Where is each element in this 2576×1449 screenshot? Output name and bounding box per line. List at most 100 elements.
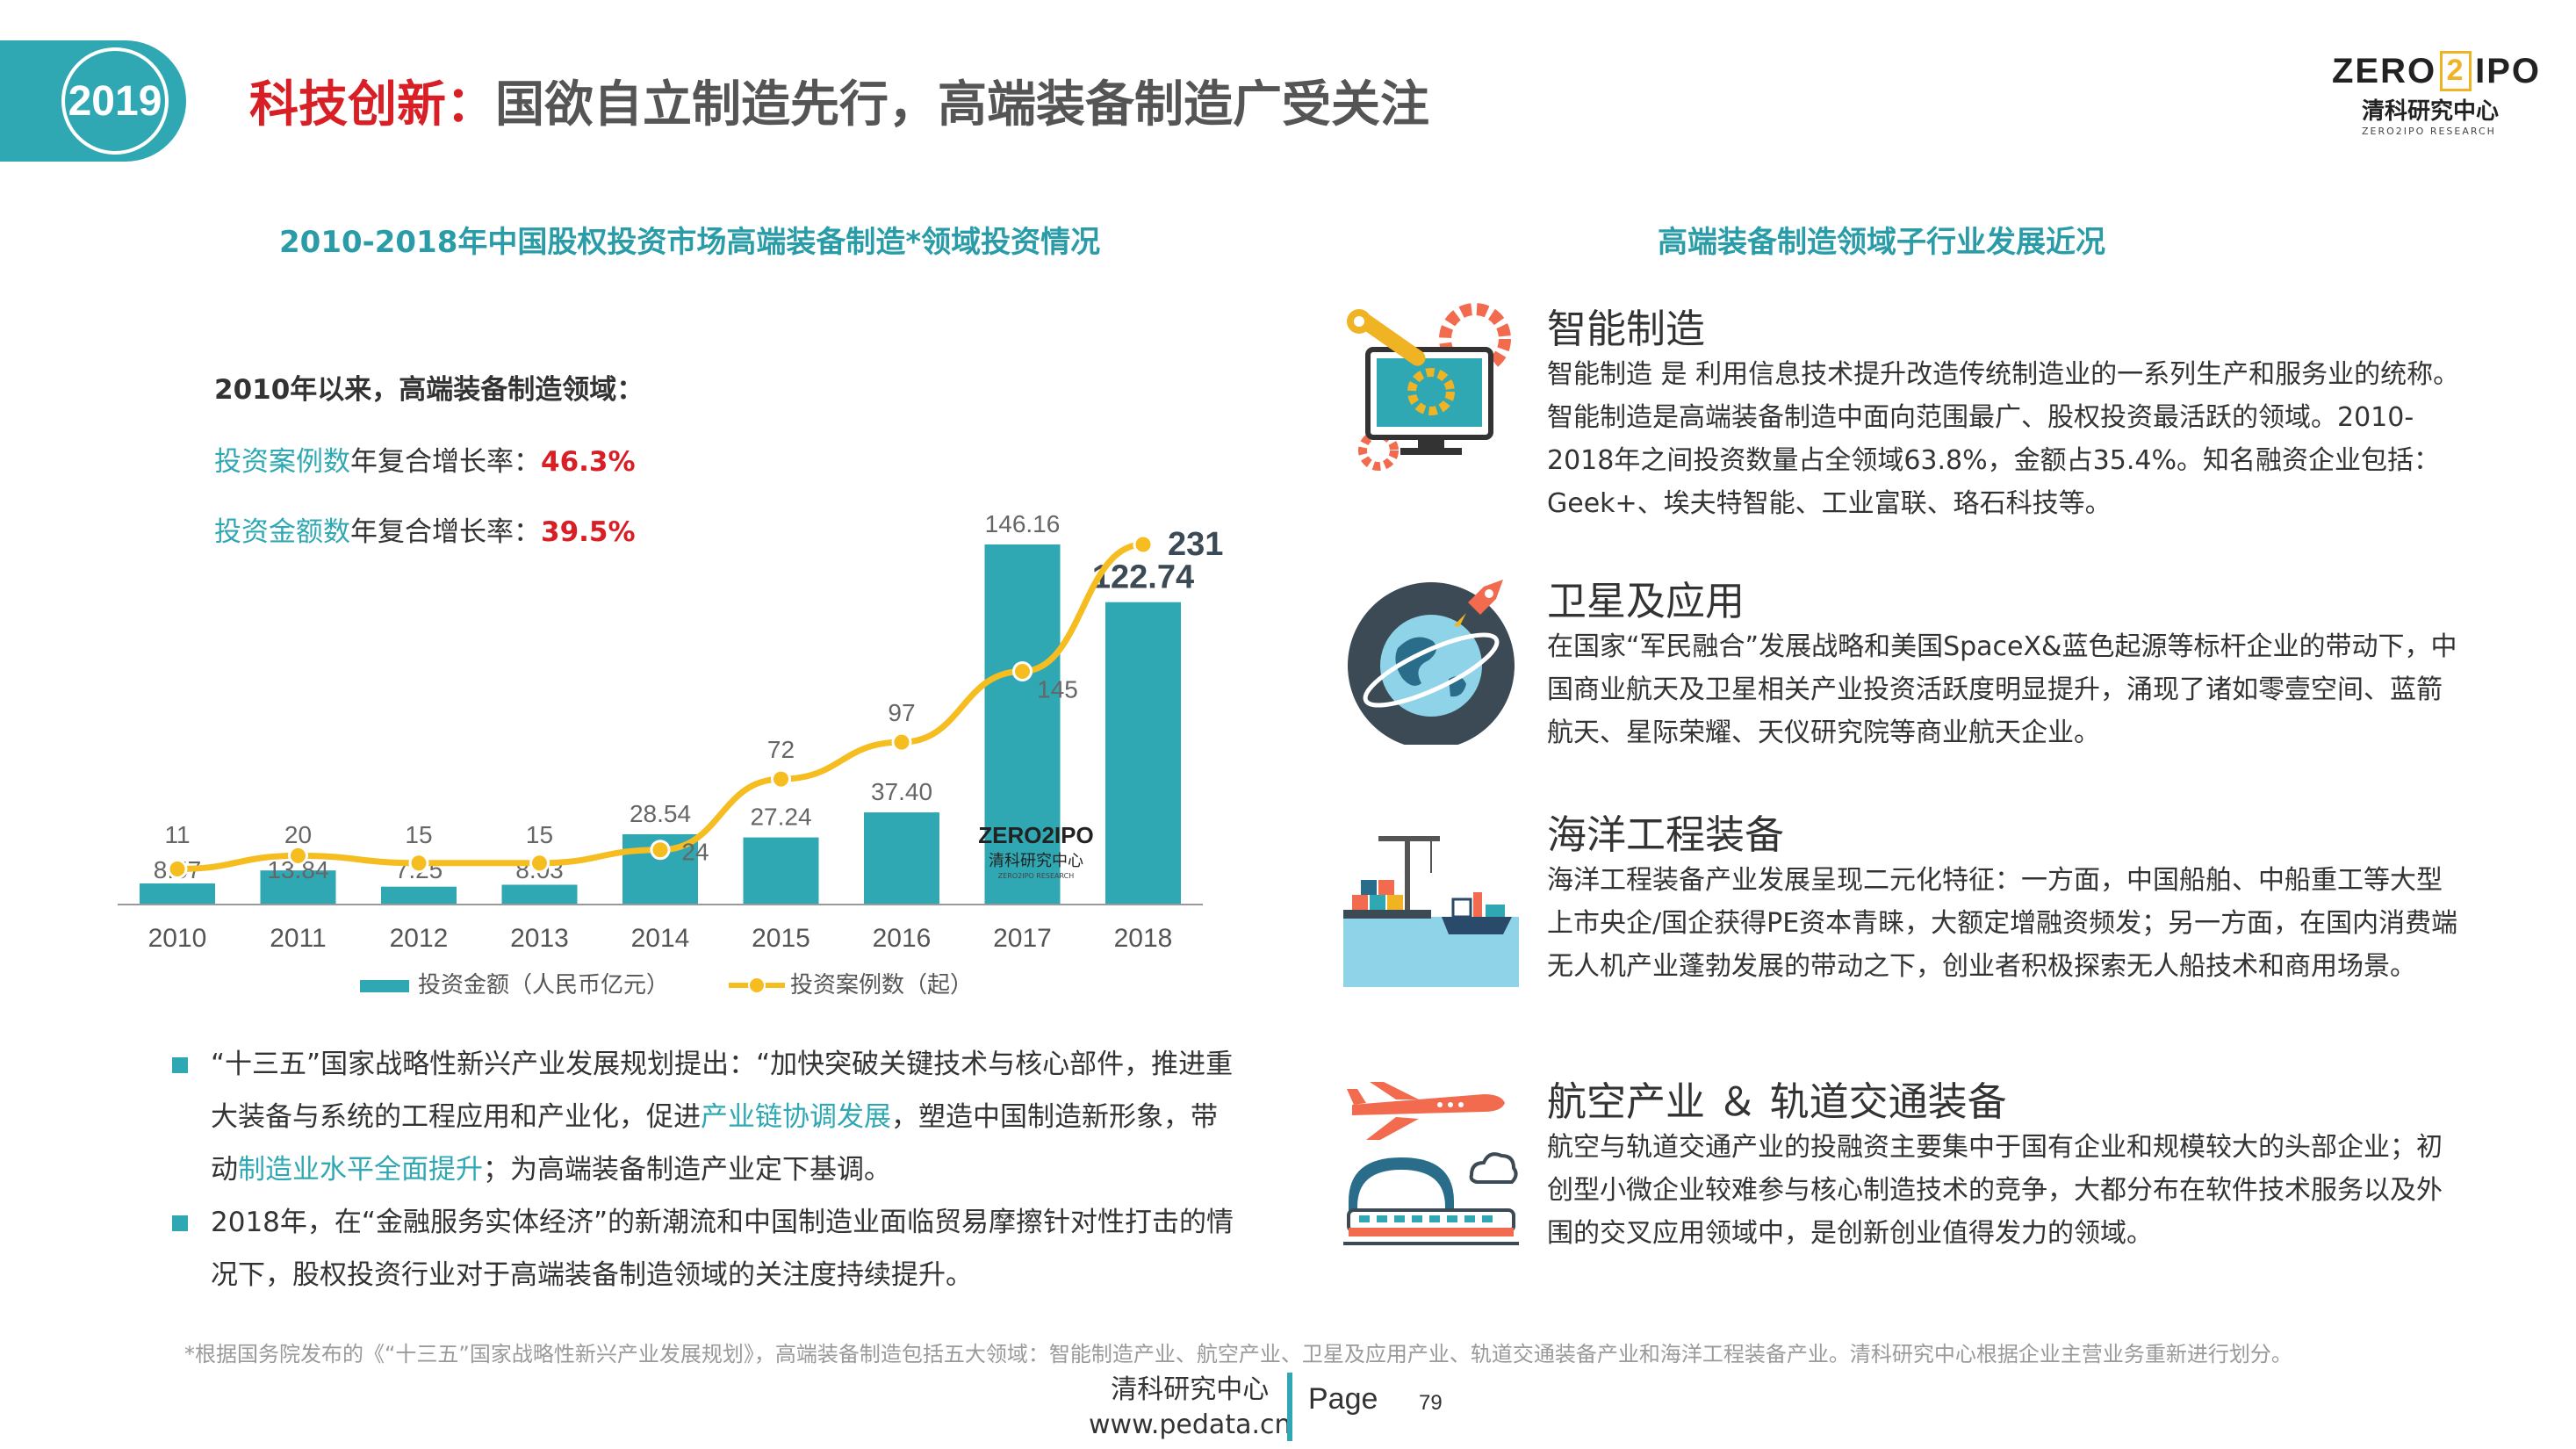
bullet-1-part-b: ，塑造中国制造新形象，带动 xyxy=(211,1101,1218,1186)
line-label-2011: 20 xyxy=(284,821,312,848)
x-tick-2016: 2016 xyxy=(873,924,932,953)
footer-divider xyxy=(1287,1373,1292,1441)
line-point-2013 xyxy=(529,853,550,874)
item-3-name: 海洋工程装备 xyxy=(1547,811,1785,858)
zero2ipo-logo: ZERO 2 IPO 清科研究中心 ZERO2IPO RESEARCH xyxy=(2332,51,2543,139)
footer-site-link[interactable]: www.pedata.cn xyxy=(1089,1409,1292,1440)
line-label-2016: 97 xyxy=(888,699,915,726)
x-tick-2017: 2017 xyxy=(993,924,1052,953)
item-ocean-engineering: 海洋工程装备 海洋工程装备产业发展呈现二元化特征：一方面，中国船舶、中船重工等大… xyxy=(1343,803,2457,1057)
bar-2011 xyxy=(260,870,336,905)
title-accent: 科技创新： xyxy=(249,76,495,133)
chart-section-title: 2010-2018年中国股权投资市场高端装备制造*领域投资情况 xyxy=(279,225,1101,260)
x-tick-2014: 2014 xyxy=(631,924,690,953)
bullet-1-part-a: “十三五”国家战略性新兴产业发展规划提出：“加快突破关键技术与核心部件，推进重大… xyxy=(211,1049,1234,1133)
chart-legend: 投资金额（人民币亿元） 投资案例数（起） xyxy=(360,972,973,998)
note1-text: 年复合增长率： xyxy=(350,446,541,478)
line-point-2016 xyxy=(891,732,912,753)
bullet-square xyxy=(172,1057,188,1073)
line-point-2017 xyxy=(1012,660,1033,681)
policy-bullets: “十三五”国家战略性新兴产业发展规划提出：“加快突破关键技术与核心部件，推进重大… xyxy=(172,1038,1234,1301)
x-tick-2015: 2015 xyxy=(752,924,810,953)
line-label-2014: 24 xyxy=(681,839,709,866)
logo-word-mid: 2 xyxy=(2440,51,2472,91)
bullet-2: 2018年，在“金融服务实体经济”的新潮流和中国制造业面临贸易摩擦针对性打击的情… xyxy=(172,1196,1234,1301)
bar-2016 xyxy=(864,812,939,905)
note2-label: 投资金额数 xyxy=(214,516,350,548)
investment-chart: 8.5713.847.258.0328.5427.2437.40146.1612… xyxy=(118,510,1223,998)
logo-cn: 清科研究中心 xyxy=(2362,98,2500,125)
bar-2018 xyxy=(1105,602,1181,905)
note1-label: 投资案例数 xyxy=(214,446,350,478)
smart-manufacturing-icon xyxy=(1347,303,1511,471)
page-label: Page xyxy=(1308,1382,1378,1416)
bullet-1: “十三五”国家战略性新兴产业发展规划提出：“加快突破关键技术与核心部件，推进重大… xyxy=(172,1038,1234,1196)
legend-line-marker xyxy=(748,977,766,994)
line-label-2015: 72 xyxy=(767,736,795,763)
line-point-2010 xyxy=(167,859,188,880)
bullet-square xyxy=(172,1215,188,1231)
line-labels: 11 20 15 15 24 72 97 145 231 xyxy=(164,526,1223,866)
logo-word: ZERO 2 IPO xyxy=(2332,51,2543,91)
bar-2012 xyxy=(381,886,457,905)
chart-note-amount: 投资金额数年复合增长率：39.5% xyxy=(214,509,636,549)
item-3-desc: 海洋工程装备产业发展呈现二元化特征：一方面，中国船舶、中船重工等大型上市央企/国… xyxy=(1547,865,2458,982)
bar-label-2014: 28.54 xyxy=(630,800,691,827)
page-number: 79 xyxy=(1419,1391,1443,1415)
chart-note-cases: 投资案例数年复合增长率：46.3% xyxy=(214,439,636,479)
item-4-name: 航空产业 ＆ 轨道交通装备 xyxy=(1547,1078,2007,1125)
bar-series xyxy=(140,544,1181,905)
bullet-1-part-c: ；为高端装备制造产业定下基调。 xyxy=(483,1154,891,1186)
bar-2010 xyxy=(140,883,215,905)
subsector-section-title: 高端装备制造领域子行业发展近况 xyxy=(1658,225,2105,260)
line-point-2014 xyxy=(650,840,671,861)
footer-org-name: 清科研究中心 xyxy=(1111,1374,1270,1405)
ocean-port-icon xyxy=(1343,836,1519,987)
legend-line-label: 投资案例数（起） xyxy=(790,972,973,998)
note2-text: 年复合增长率： xyxy=(350,516,541,548)
year-badge: 2019 xyxy=(61,47,169,155)
legend-bar-label: 投资金额（人民币亿元） xyxy=(418,972,669,998)
bar-label-2017: 146.16 xyxy=(985,510,1061,537)
satellite-globe-icon xyxy=(1348,580,1515,745)
bar-2015 xyxy=(743,837,819,905)
line-point-2015 xyxy=(771,768,791,789)
item-2-name: 卫星及应用 xyxy=(1547,578,1745,624)
line-point-2012 xyxy=(408,853,429,874)
chart-note-heading: 2010年以来，高端装备制造领域： xyxy=(214,374,644,406)
logo-word-left: ZERO xyxy=(2332,51,2437,90)
bullet-1-highlight-2: 制造业水平全面提升 xyxy=(238,1154,483,1186)
line-point-2011 xyxy=(288,845,308,866)
bullet-2-text: 2018年，在“金融服务实体经济”的新潮流和中国制造业面临贸易摩擦针对性打击的情… xyxy=(211,1207,1234,1291)
item-4-desc: 航空与轨道交通产业的投融资主要集中于国有企业和规模较大的头部企业；初创型小微企业… xyxy=(1547,1132,2443,1249)
legend-bar-swatch xyxy=(360,980,409,992)
logo-en: ZERO2IPO RESEARCH xyxy=(2362,126,2496,137)
item-1-name: 智能制造 xyxy=(1547,306,1706,352)
title-rest: 国欲自立制造先行，高端装备制造广受关注 xyxy=(495,76,1429,133)
watermark-cn: 清科研究中心 xyxy=(989,852,1083,870)
line-label-2017: 145 xyxy=(1037,675,1078,703)
bar-label-2015: 27.24 xyxy=(750,804,811,831)
note2-value: 39.5% xyxy=(541,516,636,548)
item-aviation-rail: 航空产业 ＆ 轨道交通装备 航空与轨道交通产业的投融资主要集中于国有企业和规模较… xyxy=(1343,1070,2450,1316)
bar-2017 xyxy=(984,544,1061,905)
line-label-2012: 15 xyxy=(405,821,432,848)
x-tick-2013: 2013 xyxy=(510,924,569,953)
line-label-2010: 11 xyxy=(164,821,190,848)
line-label-2018: 231 xyxy=(1168,526,1223,563)
watermark-word: ZERO2IPO xyxy=(978,822,1093,848)
item-satellite: 卫星及应用 在国家“军民融合”发展战略和美国SpaceX&蓝色起源等标杆企业的带… xyxy=(1343,569,2457,797)
bullet-1-highlight-1: 产业链协调发展 xyxy=(701,1101,891,1133)
footer-org: 清科研究中心 www.pedata.cn xyxy=(1089,1373,1292,1443)
x-tick-2011: 2011 xyxy=(270,924,327,953)
item-1-desc: 智能制造 是 利用信息技术提升改造传统制造业的一系列生产和服务业的统称。智能制造… xyxy=(1547,359,2460,519)
footnote: *根据国务院发布的《“十三五”国家战略性新兴产业发展规划》，高端装备制造包括五大… xyxy=(184,1342,2292,1366)
bar-2013 xyxy=(501,884,578,905)
watermark-en: ZERO2IPO RESEARCH xyxy=(998,872,1074,880)
x-tick-2018: 2018 xyxy=(1114,924,1173,953)
note1-value: 46.3% xyxy=(541,446,636,478)
chart-watermark: ZERO2IPO 清科研究中心 ZERO2IPO RESEARCH xyxy=(978,822,1093,880)
item-2-desc: 在国家“军民融合”发展战略和美国SpaceX&蓝色起源等标杆企业的带动下，中国商… xyxy=(1547,631,2457,748)
line-points xyxy=(167,534,1154,880)
bar-label-2016: 37.40 xyxy=(871,778,932,805)
